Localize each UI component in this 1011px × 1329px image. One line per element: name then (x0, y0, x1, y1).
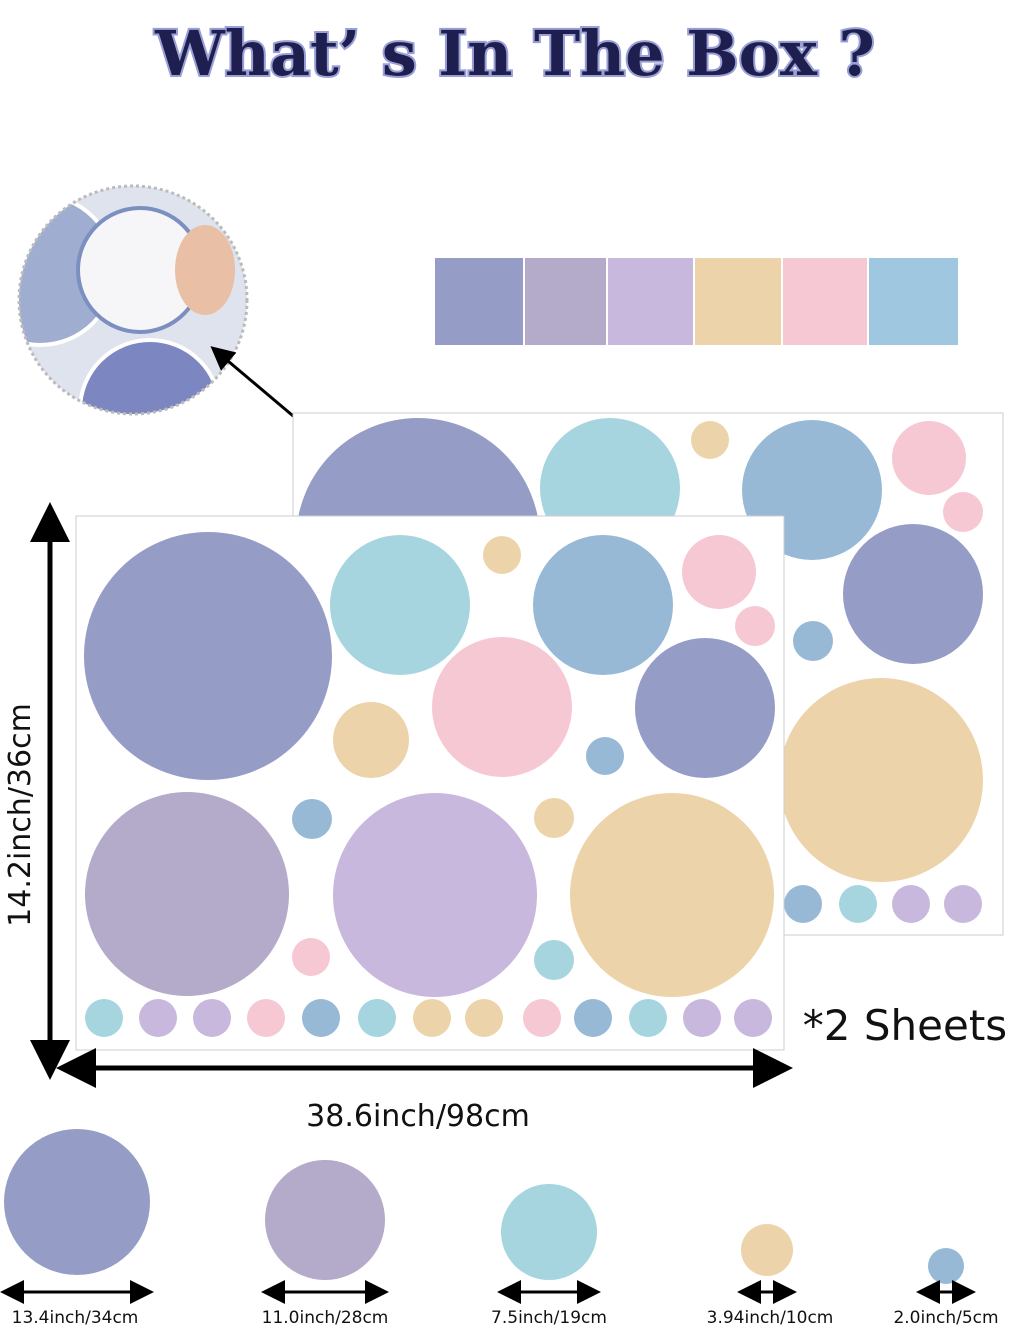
dot (784, 885, 822, 923)
swatch (869, 258, 958, 345)
dot (843, 524, 983, 664)
size-label: 11.0inch/28cm (262, 1308, 389, 1328)
swatch (695, 258, 781, 345)
size-dot (928, 1248, 964, 1284)
swatches (435, 258, 958, 345)
dot (523, 999, 561, 1037)
swatch (525, 258, 606, 345)
dot (302, 999, 340, 1037)
size-dot (741, 1224, 793, 1276)
size-label: 13.4inch/34cm (12, 1308, 139, 1328)
dot (586, 737, 624, 775)
size-guide: 13.4inch/34cm 11.0inch/28cm 7.5inch/19cm 3.… (0, 1129, 999, 1328)
dot (333, 702, 409, 778)
dot (570, 793, 774, 997)
size-label: 7.5inch/19cm (491, 1308, 607, 1328)
dot (247, 999, 285, 1037)
size-dot (4, 1129, 150, 1275)
title: What’ s In The Box ? (154, 17, 875, 90)
dot (683, 999, 721, 1037)
dot (358, 999, 396, 1037)
dot (779, 678, 983, 882)
dot (735, 606, 775, 646)
height-label: 14.2inch/36cm (3, 703, 38, 927)
magnifier-border (17, 184, 249, 416)
swatch (783, 258, 867, 345)
dot (574, 999, 612, 1037)
size-label: 3.94inch/10cm (707, 1308, 834, 1328)
dot (892, 885, 930, 923)
dot (944, 885, 982, 923)
size-dot (501, 1184, 597, 1280)
dot (292, 938, 330, 976)
dot (84, 532, 332, 780)
dot (534, 940, 574, 980)
size-dot (265, 1160, 385, 1280)
dot (734, 999, 772, 1037)
dot (839, 885, 877, 923)
sheet-count: *2 Sheets (803, 1001, 1007, 1050)
dot (629, 999, 667, 1037)
dot (533, 535, 673, 675)
dot (534, 798, 574, 838)
swatch (608, 258, 693, 345)
dot (193, 999, 231, 1037)
front-sheet-dots (84, 532, 775, 1037)
width-label: 38.6inch/98cm (306, 1099, 530, 1134)
dot (139, 999, 177, 1037)
dot (413, 999, 451, 1037)
dot (691, 421, 729, 459)
dot (333, 793, 537, 997)
dot (892, 421, 966, 495)
dot (682, 535, 756, 609)
dot (793, 621, 833, 661)
magnifier (19, 186, 247, 414)
dot (635, 638, 775, 778)
dot (330, 535, 470, 675)
size-label: 2.0inch/5cm (893, 1308, 998, 1328)
dot (465, 999, 503, 1037)
dot (432, 637, 572, 777)
dot (943, 492, 983, 532)
dot (292, 799, 332, 839)
dot (85, 999, 123, 1037)
dot (483, 536, 521, 574)
dot (85, 792, 289, 996)
swatch (435, 258, 523, 345)
